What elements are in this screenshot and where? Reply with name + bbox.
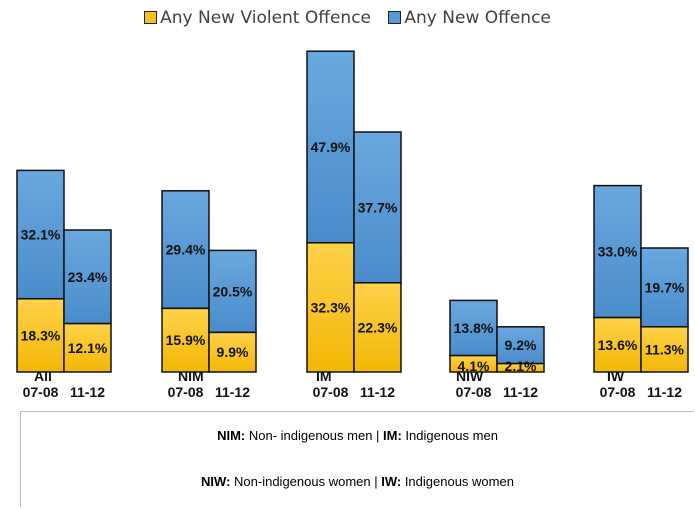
bar-violent-offence-nim-07-08 — [161, 307, 210, 373]
bar-violent-offence-all-11-12 — [63, 322, 112, 373]
data-label-any-nim-07-08: 29.4% — [166, 242, 206, 258]
stacked-bar-chart: 32.1% 18.3% 07-08 23.4% 12.1% 11-12 All 29.4% 15… — [16, 50, 689, 400]
legend-swatch-any — [388, 11, 402, 24]
abbreviation-notes: NIM: Non- indigenous men | IM: Indigenou… — [20, 411, 694, 507]
data-label-violent-im-07-08: 32.3% — [311, 299, 351, 315]
bar-violent-offence-im-07-08 — [306, 242, 355, 373]
legend-swatch-violent — [144, 11, 158, 24]
data-label-violent-all-07-08: 18.3% — [21, 327, 61, 343]
data-label-violent-iw-07-08: 13.6% — [598, 337, 638, 353]
data-label-any-im-11-12: 37.7% — [358, 199, 398, 215]
tick-label-iw-11-12: 11-12 — [647, 384, 682, 400]
bar-violent-offence-nim-11-12 — [208, 331, 257, 373]
data-label-any-niw-07-08: 13.8% — [454, 320, 494, 336]
data-label-violent-all-11-12: 12.1% — [68, 340, 108, 356]
group-label-im: IM — [316, 368, 332, 384]
note-text-niw: Non-indigenous women | — [230, 474, 382, 489]
bar-any-offence-im-11-12 — [353, 131, 402, 284]
note-key-nim: NIM: — [217, 428, 246, 443]
note-line-men: NIM: Non- indigenous men | IM: Indigenou… — [21, 428, 694, 443]
bar-violent-offence-iw-11-12 — [640, 326, 689, 373]
data-label-violent-nim-07-08: 15.9% — [166, 332, 206, 348]
note-text-iw: Indigenous women — [401, 474, 514, 489]
tick-label-iw-07-08: 07-08 — [600, 384, 636, 400]
tick-label-all-11-12: 11-12 — [70, 384, 105, 400]
data-label-violent-niw-11-12: 2.1% — [505, 358, 537, 374]
data-label-violent-im-11-12: 22.3% — [358, 319, 398, 335]
tick-label-niw-11-12: 11-12 — [503, 384, 538, 400]
tick-label-niw-07-08: 07-08 — [456, 384, 492, 400]
bar-any-offence-nim-07-08 — [161, 190, 210, 310]
data-label-any-iw-11-12: 19.7% — [645, 279, 685, 295]
legend: Any New Violent Offence Any New Offence — [0, 8, 695, 28]
legend-item-any: Any New Offence — [388, 8, 551, 28]
legend-item-violent: Any New Violent Offence — [144, 8, 371, 28]
data-label-any-im-07-08: 47.9% — [311, 139, 351, 155]
data-label-any-all-11-12: 23.4% — [68, 269, 108, 285]
tick-label-im-11-12: 11-12 — [360, 384, 395, 400]
bar-violent-offence-niw-11-12 — [496, 362, 545, 373]
group-label-iw: IW — [607, 368, 625, 384]
note-key-iw: IW: — [381, 474, 402, 489]
data-label-any-iw-07-08: 33.0% — [598, 244, 638, 260]
bar-violent-offence-im-11-12 — [353, 282, 402, 373]
data-label-violent-iw-11-12: 11.3% — [645, 341, 684, 357]
bar-any-offence-all-11-12 — [63, 229, 112, 325]
legend-label-violent: Any New Violent Offence — [160, 8, 371, 28]
legend-label-any: Any New Offence — [404, 8, 551, 28]
bar-any-offence-nim-11-12 — [208, 249, 257, 334]
group-label-niw: NIW — [456, 368, 484, 384]
note-text-im: Indigenous men — [401, 428, 498, 443]
data-label-any-nim-11-12: 20.5% — [213, 283, 253, 299]
bar-violent-offence-all-07-08 — [16, 298, 65, 373]
tick-label-nim-07-08: 07-08 — [168, 384, 204, 400]
tick-label-all-07-08: 07-08 — [23, 384, 59, 400]
tick-label-nim-11-12: 11-12 — [215, 384, 250, 400]
bar-any-offence-iw-11-12 — [640, 247, 689, 328]
data-label-violent-nim-11-12: 9.9% — [217, 344, 249, 360]
bar-any-offence-iw-07-08 — [593, 184, 642, 319]
note-key-niw: NIW: — [201, 474, 231, 489]
tick-label-im-07-08: 07-08 — [313, 384, 349, 400]
group-label-nim: NIM — [178, 368, 204, 384]
note-line-women: NIW: Non-indigenous women | IW: Indigeno… — [21, 474, 694, 489]
data-label-any-niw-11-12: 9.2% — [505, 337, 537, 353]
data-label-any-all-07-08: 32.1% — [21, 227, 61, 243]
data-label-violent-niw-07-08: 4.1% — [458, 358, 490, 374]
note-text-nim: Non- indigenous men | — [245, 428, 384, 443]
note-key-im: IM: — [383, 428, 402, 443]
group-label-all: All — [34, 368, 52, 384]
